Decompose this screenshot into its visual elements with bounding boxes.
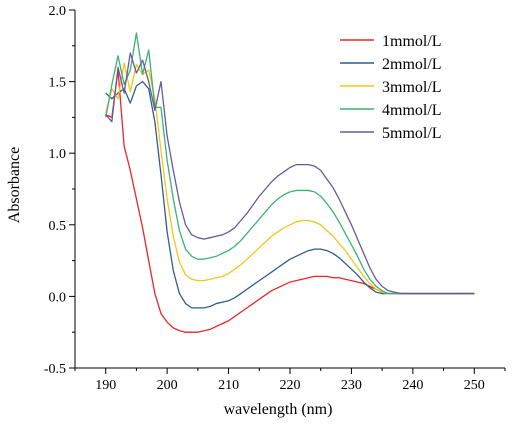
series-line-3 — [105, 62, 475, 295]
chart-axes: 190 200 210 220 230 240 250 -0.5 0.0 0.5 1.0 1.5 2.0 — [44, 4, 506, 393]
x-tick-label: 250 — [464, 378, 485, 393]
x-tick-label: 230 — [341, 378, 362, 393]
series-line-2 — [105, 80, 475, 309]
x-tick-label: 240 — [402, 378, 423, 393]
y-tick-label: 1.5 — [49, 76, 67, 91]
y-tick-label: 2.0 — [49, 4, 67, 19]
legend-label: 2mmol/L — [382, 56, 442, 73]
x-tick-label: 210 — [218, 378, 239, 393]
y-tick-label: 0.0 — [49, 290, 67, 305]
legend-label: 3mmol/L — [382, 79, 442, 96]
x-axis-title: wavelength (nm) — [224, 401, 333, 418]
legend-label: 1mmol/L — [382, 33, 442, 50]
y-tick-label: -0.5 — [44, 362, 66, 377]
chart-series — [105, 32, 475, 333]
chart-legend: 1mmol/L 2mmol/L 3mmol/L 4mmol/L 5mmol/L — [340, 33, 442, 142]
x-tick-label: 190 — [95, 378, 116, 393]
legend-label: 4mmol/L — [382, 102, 442, 119]
y-axis-title: Absorbance — [6, 147, 23, 223]
y-tick-label: 1.0 — [49, 147, 67, 162]
legend-label: 5mmol/L — [382, 125, 442, 142]
y-tick-label: 0.5 — [49, 219, 67, 234]
series-line-5 — [105, 52, 475, 295]
series-line-4 — [105, 32, 475, 295]
x-tick-label: 200 — [157, 378, 178, 393]
x-tick-label: 220 — [280, 378, 301, 393]
